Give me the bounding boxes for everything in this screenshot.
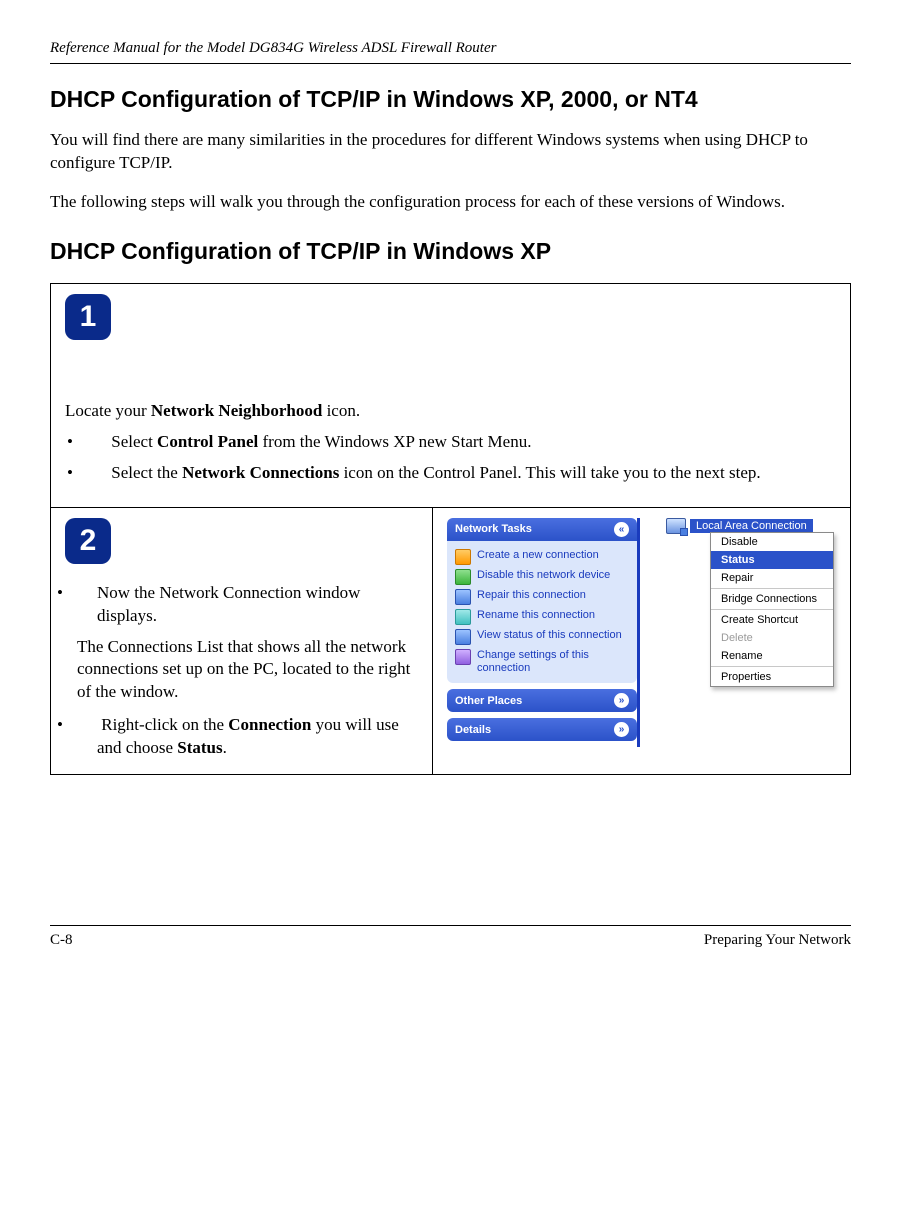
collapse-icon[interactable]: « — [614, 522, 629, 537]
connection-area: Local Area Connection Disable Status Rep… — [646, 518, 836, 534]
task-icon — [455, 609, 471, 625]
steps-table: 1 Locate your Network Neighborhood icon.… — [50, 283, 851, 775]
pane-hdr-details[interactable]: Details » — [447, 718, 637, 741]
intro-paragraph-2: The following steps will walk you throug… — [50, 191, 851, 214]
step-1-cell: 1 Locate your Network Neighborhood icon.… — [51, 283, 851, 507]
task-icon — [455, 629, 471, 645]
step-2-para: The Connections List that shows all the … — [77, 636, 418, 705]
task-icon — [455, 569, 471, 585]
ctx-status[interactable]: Status — [711, 551, 833, 569]
step-1-lead-pre: Locate your — [65, 401, 151, 420]
step-2-bullets-2: Right-click on the Connection you will u… — [65, 714, 418, 760]
task-create-connection[interactable]: Create a new connection — [455, 547, 629, 567]
top-rule — [50, 63, 851, 64]
task-rename[interactable]: Rename this connection — [455, 607, 629, 627]
bottom-rule — [50, 925, 851, 926]
s1a-bold: Control Panel — [157, 432, 258, 451]
tasks-panel: Network Tasks « Create a new connection … — [447, 518, 640, 747]
ctx-rename[interactable]: Rename — [711, 647, 833, 665]
step-2-bullets: Now the Network Connection window displa… — [65, 582, 418, 628]
intro-paragraph-1: You will find there are many similaritie… — [50, 129, 851, 175]
context-menu: Disable Status Repair Bridge Connections… — [710, 532, 834, 687]
section-title: Preparing Your Network — [704, 932, 851, 949]
pane-hdr-other-places[interactable]: Other Places » — [447, 689, 637, 712]
task-disable-device[interactable]: Disable this network device — [455, 567, 629, 587]
heading-main: DHCP Configuration of TCP/IP in Windows … — [50, 86, 851, 113]
s1b-bold: Network Connections — [182, 463, 339, 482]
step-2-bullet-a: Now the Network Connection window displa… — [77, 582, 418, 628]
s2b-post: . — [223, 738, 227, 757]
task-label: View status of this connection — [477, 629, 622, 642]
task-view-status[interactable]: View status of this connection — [455, 627, 629, 647]
connection-label: Local Area Connection — [690, 519, 813, 533]
ctx-separator — [711, 588, 833, 589]
ctx-delete: Delete — [711, 629, 833, 647]
s1a-pre: Select — [111, 432, 157, 451]
heading-xp: DHCP Configuration of TCP/IP in Windows … — [50, 238, 851, 265]
pane-title-other-places: Other Places — [455, 695, 522, 707]
task-icon — [455, 649, 471, 665]
s2b-bold1: Connection — [228, 715, 311, 734]
step-2-screenshot-cell: Network Tasks « Create a new connection … — [433, 507, 851, 775]
ctx-properties[interactable]: Properties — [711, 668, 833, 686]
task-label: Repair this connection — [477, 589, 586, 602]
pane-title-network-tasks: Network Tasks — [455, 523, 532, 535]
pane-title-details: Details — [455, 724, 491, 736]
step-2-badge: 2 — [65, 518, 111, 564]
task-icon — [455, 589, 471, 605]
task-repair[interactable]: Repair this connection — [455, 587, 629, 607]
pane-details: Details » — [447, 718, 637, 741]
expand-icon[interactable]: » — [614, 693, 629, 708]
step-2-bullet-b: Right-click on the Connection you will u… — [77, 714, 418, 760]
pane-network-tasks: Network Tasks « Create a new connection … — [447, 518, 637, 683]
s1b-post: icon on the Control Panel. This will tak… — [339, 463, 760, 482]
ctx-separator — [711, 609, 833, 610]
s1a-post: from the Windows XP new Start Menu. — [258, 432, 531, 451]
s2b-bold2: Status — [177, 738, 222, 757]
step-1-bullets: Select Control Panel from the Windows XP… — [65, 431, 836, 485]
task-label: Disable this network device — [477, 569, 610, 582]
ctx-repair[interactable]: Repair — [711, 569, 833, 587]
step-1-lead: Locate your Network Neighborhood icon. — [65, 400, 836, 423]
step-1-badge: 1 — [65, 294, 111, 340]
network-connection-icon — [666, 518, 686, 534]
task-label: Rename this connection — [477, 609, 595, 622]
task-label: Create a new connection — [477, 549, 599, 562]
task-change-settings[interactable]: Change settings of this connection — [455, 647, 629, 677]
expand-icon[interactable]: » — [614, 722, 629, 737]
pane-other-places: Other Places » — [447, 689, 637, 712]
step-1-bullet-b: Select the Network Connections icon on t… — [87, 462, 836, 485]
step-1-lead-bold: Network Neighborhood — [151, 401, 322, 420]
running-header: Reference Manual for the Model DG834G Wi… — [50, 40, 851, 57]
pane-body-network-tasks: Create a new connection Disable this net… — [447, 541, 637, 683]
ctx-create-shortcut[interactable]: Create Shortcut — [711, 611, 833, 629]
page-number: C-8 — [50, 932, 73, 949]
s2b-pre: Right-click on the — [101, 715, 228, 734]
pane-hdr-network-tasks[interactable]: Network Tasks « — [447, 518, 637, 541]
ctx-disable[interactable]: Disable — [711, 533, 833, 551]
task-label: Change settings of this connection — [477, 649, 629, 675]
task-icon — [455, 549, 471, 565]
ctx-separator — [711, 666, 833, 667]
step-1-lead-post: icon. — [322, 401, 360, 420]
step-2-text-cell: 2 Now the Network Connection window disp… — [51, 507, 433, 775]
ctx-bridge[interactable]: Bridge Connections — [711, 590, 833, 608]
page-footer: C-8 Preparing Your Network — [50, 925, 851, 949]
screenshot: Network Tasks « Create a new connection … — [447, 518, 836, 747]
step-1-bullet-a: Select Control Panel from the Windows XP… — [87, 431, 836, 454]
s1b-pre: Select the — [111, 463, 182, 482]
